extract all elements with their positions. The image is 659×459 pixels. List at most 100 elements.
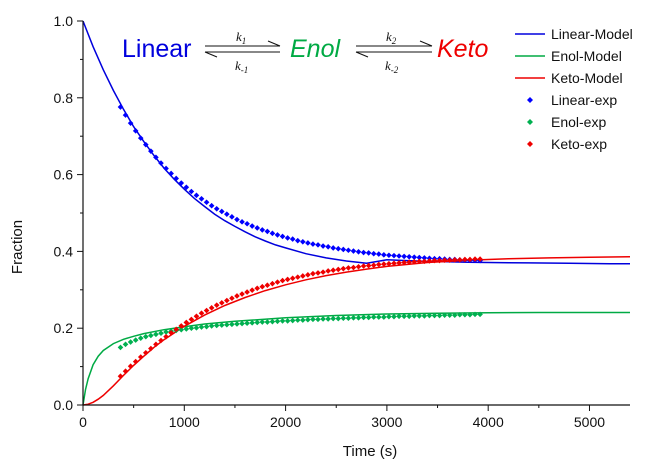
- x-tick-label: 1000: [169, 414, 200, 430]
- enol-exp-point: [335, 315, 342, 322]
- enol-exp-point: [315, 316, 321, 323]
- rate-k-2: k-2: [385, 58, 399, 75]
- linear-exp-point: [284, 235, 291, 241]
- keto-exp-point: [436, 257, 443, 264]
- enol-exp-point: [117, 344, 124, 351]
- enol-exp-point: [198, 324, 205, 330]
- enol-exp-point: [274, 318, 281, 325]
- linear-exp-point: [365, 250, 372, 256]
- enol-exp-point: [350, 315, 357, 321]
- keto-exp-point: [132, 358, 139, 365]
- linear-exp-point: [335, 245, 342, 252]
- linear-exp-point: [254, 225, 261, 231]
- keto-exp-point: [148, 345, 154, 352]
- keto-exp-point: [401, 259, 407, 266]
- keto-exp-point: [178, 323, 185, 329]
- y-axis-label: Fraction: [9, 220, 26, 274]
- x-axis-label: Time (s): [343, 443, 397, 459]
- linear-exp-point: [391, 252, 397, 259]
- keto-exp-point: [381, 261, 387, 267]
- enol-exp-point: [132, 337, 139, 343]
- enol-exp-point: [208, 323, 215, 329]
- linear-exp-point: [401, 253, 407, 260]
- x-tick-label: 3000: [371, 414, 402, 430]
- linear-exp-point: [350, 248, 357, 254]
- linear-exp-point: [158, 160, 164, 166]
- linear-exp-point: [132, 128, 139, 134]
- linear-exp-point: [163, 165, 169, 172]
- keto-exp-point: [446, 257, 453, 264]
- y-tick-label: 0.2: [54, 320, 74, 336]
- keto-exp-point: [355, 263, 362, 270]
- keto-exp-point: [350, 264, 357, 271]
- keto-exp-point: [340, 265, 347, 272]
- enol-exp-point: [462, 311, 468, 318]
- enol-exp-point: [218, 322, 225, 328]
- legend-label-keto-model: Keto-Model: [551, 70, 623, 86]
- keto-exp-point: [325, 268, 331, 274]
- linear-exp-point: [325, 243, 331, 250]
- linear-exp-point: [239, 219, 245, 225]
- enol-exp-point: [122, 341, 129, 348]
- keto-exp-point: [163, 333, 169, 340]
- keto-exp-point: [117, 373, 124, 379]
- keto-exp-point: [254, 285, 261, 292]
- enol-exp-point: [183, 326, 190, 332]
- linear-exp-point: [345, 247, 352, 254]
- keto-exp-point: [391, 260, 397, 267]
- species-linear: Linear: [122, 35, 192, 63]
- keto-exp-point: [274, 279, 281, 285]
- enol-exp-point: [259, 319, 266, 325]
- enol-exp-point: [416, 313, 423, 319]
- keto-exp-point: [375, 261, 382, 268]
- enol-exp-point: [370, 314, 377, 320]
- enol-exp-point: [396, 313, 402, 320]
- enol-exp-point: [249, 320, 255, 326]
- enol-exp-point: [411, 313, 418, 319]
- legend-swatch-linear-exp: [527, 97, 533, 103]
- linear-exp-point: [168, 170, 174, 177]
- keto-exp-point: [122, 368, 129, 375]
- linear-exp-point: [117, 104, 124, 110]
- axes: 0 1000 2000 3000 4000 5000 0.0 0.2 0.4 0.6 0.8 1.0: [54, 13, 630, 430]
- keto-exp-point: [127, 363, 134, 370]
- enol-exp-point: [143, 333, 149, 340]
- keto-exp-point: [360, 263, 367, 269]
- enol-exp-point: [381, 314, 387, 320]
- keto-exp-point: [315, 270, 321, 276]
- keto-exp-point: [320, 269, 326, 275]
- y-tick-label: 0.8: [54, 90, 74, 106]
- enol-exp-point: [345, 315, 352, 322]
- enol-exp-point: [305, 316, 311, 323]
- linear-exp-point: [375, 251, 382, 257]
- enol-exp-point: [375, 314, 382, 320]
- keto-exp-point: [472, 256, 478, 262]
- enol-exp-point: [300, 317, 306, 323]
- x-tick-label: 5000: [574, 414, 605, 430]
- legend-swatch-keto-exp: [527, 141, 533, 147]
- linear-exp-point: [305, 240, 311, 246]
- equilibrium-arrow-1: [204, 40, 281, 58]
- legend-label-enol-exp: Enol-exp: [551, 114, 606, 130]
- keto-exp-point: [289, 275, 296, 282]
- linear-exp-point: [234, 216, 240, 223]
- keto-exp-point: [284, 276, 291, 283]
- linear-exp-point: [406, 253, 412, 260]
- keto-exp-point: [386, 260, 392, 267]
- keto-exp-point: [300, 273, 306, 279]
- y-tick-label: 0.6: [54, 167, 74, 183]
- linear-exp-point: [274, 232, 281, 238]
- keto-exp-markers: [117, 256, 483, 379]
- keto-exp-point: [153, 341, 159, 348]
- enol-exp-point: [188, 325, 195, 331]
- legend-swatch-enol-exp: [527, 119, 533, 125]
- enol-exp-point: [365, 314, 372, 321]
- enol-exp-point: [269, 318, 276, 325]
- reaction-scheme: Linear Enol Keto k1 k-1 k2 k-2: [122, 29, 489, 75]
- enol-exp-point: [163, 329, 169, 335]
- keto-exp-point: [441, 257, 448, 264]
- linear-exp-point: [370, 250, 377, 257]
- keto-exp-point: [173, 326, 179, 333]
- linear-exp-point: [137, 135, 144, 141]
